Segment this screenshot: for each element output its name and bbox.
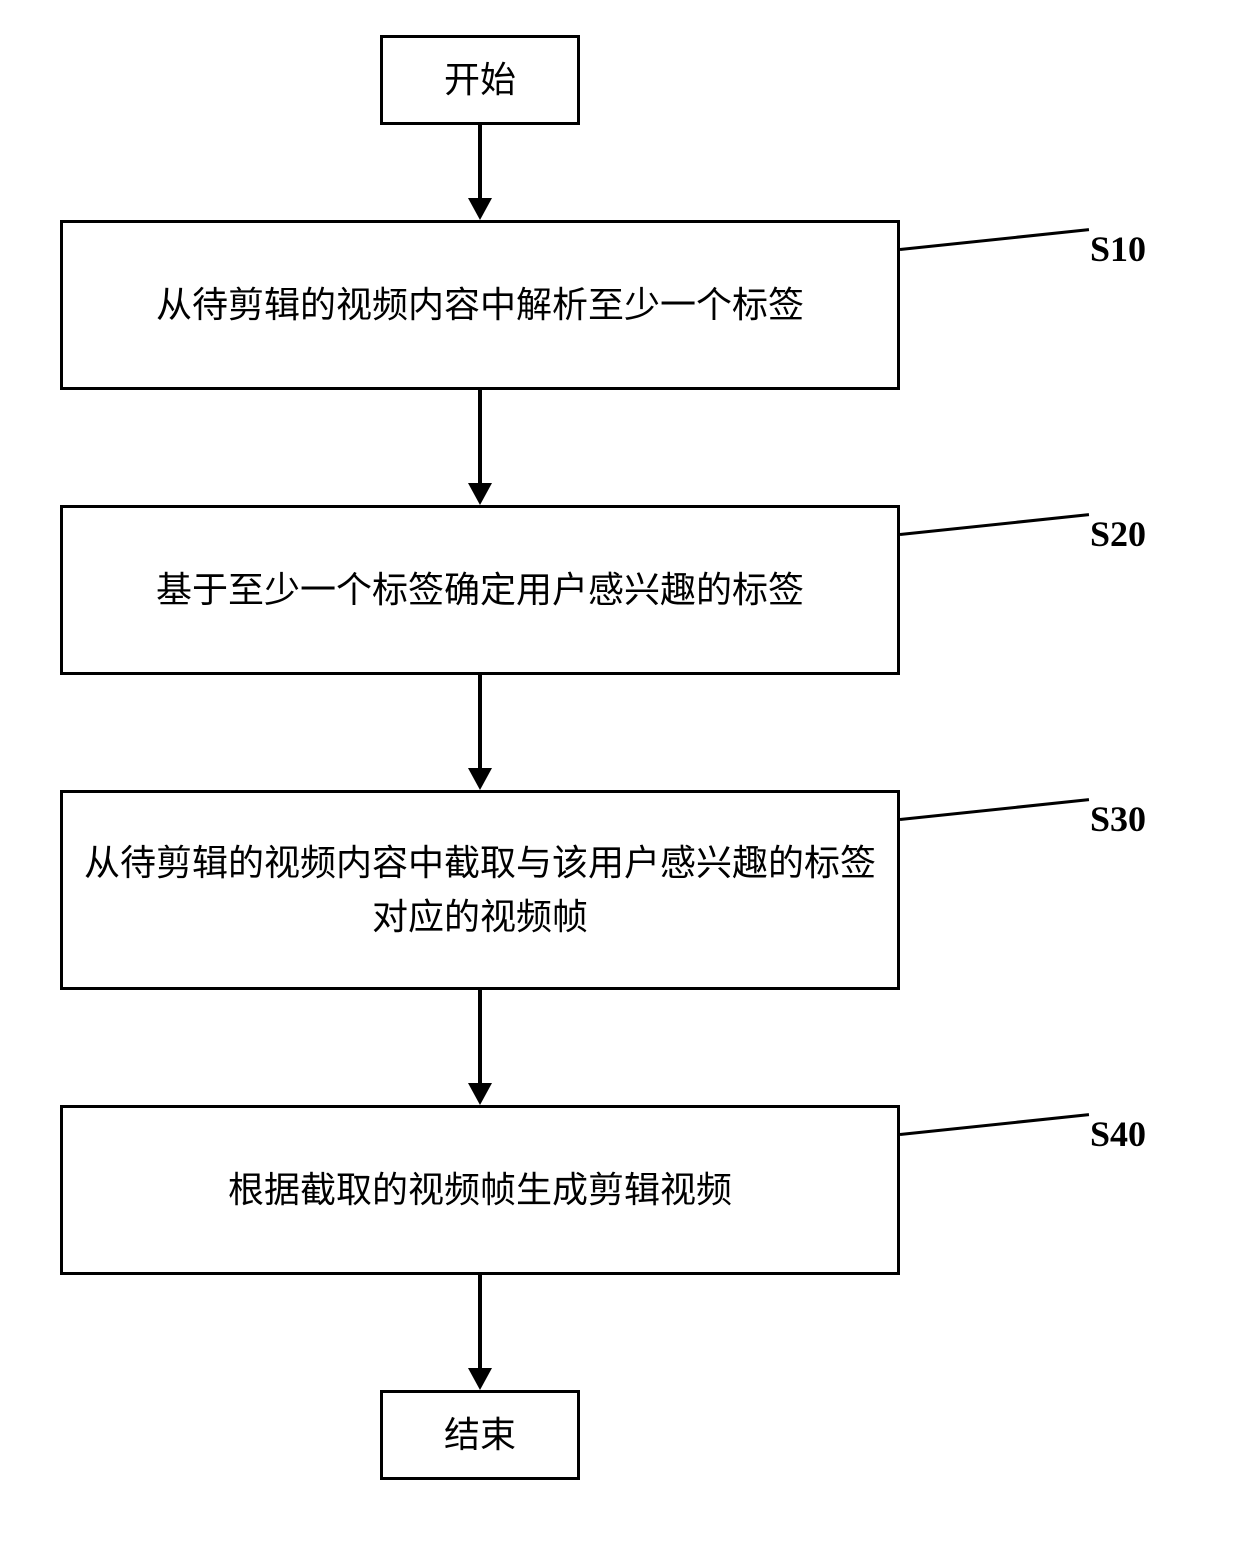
arrow-s40-end: [468, 1368, 492, 1390]
s10-label-line: [900, 228, 1089, 251]
end-node: 结束: [380, 1390, 580, 1480]
arrow-s30-s40: [468, 1083, 492, 1105]
s20-node: 基于至少一个标签确定用户感兴趣的标签: [60, 505, 900, 675]
s40-text: 根据截取的视频帧生成剪辑视频: [228, 1163, 732, 1217]
s30-node: 从待剪辑的视频内容中截取与该用户感兴趣的标签对应的视频帧: [60, 790, 900, 990]
s10-text: 从待剪辑的视频内容中解析至少一个标签: [156, 278, 804, 332]
arrow-s10-s20: [468, 483, 492, 505]
s20-label-line: [900, 513, 1089, 536]
edge-s30-s40: [478, 990, 482, 1083]
s10-label: S10: [1090, 228, 1146, 270]
start-text: 开始: [444, 53, 516, 107]
s20-label: S20: [1090, 513, 1146, 555]
s20-text: 基于至少一个标签确定用户感兴趣的标签: [156, 563, 804, 617]
arrow-s20-s30: [468, 768, 492, 790]
s30-text: 从待剪辑的视频内容中截取与该用户感兴趣的标签对应的视频帧: [83, 836, 877, 944]
s10-node: 从待剪辑的视频内容中解析至少一个标签: [60, 220, 900, 390]
edge-s20-s30: [478, 675, 482, 768]
s30-label-line: [900, 798, 1089, 821]
start-node: 开始: [380, 35, 580, 125]
s40-node: 根据截取的视频帧生成剪辑视频: [60, 1105, 900, 1275]
s30-label: S30: [1090, 798, 1146, 840]
arrow-start-s10: [468, 198, 492, 220]
s40-label-line: [900, 1113, 1089, 1136]
edge-s40-end: [478, 1275, 482, 1368]
flowchart-container: 开始 从待剪辑的视频内容中解析至少一个标签 S10 基于至少一个标签确定用户感兴…: [0, 0, 1240, 1553]
edge-s10-s20: [478, 390, 482, 483]
end-text: 结束: [444, 1408, 516, 1462]
s40-label: S40: [1090, 1113, 1146, 1155]
edge-start-s10: [478, 125, 482, 198]
